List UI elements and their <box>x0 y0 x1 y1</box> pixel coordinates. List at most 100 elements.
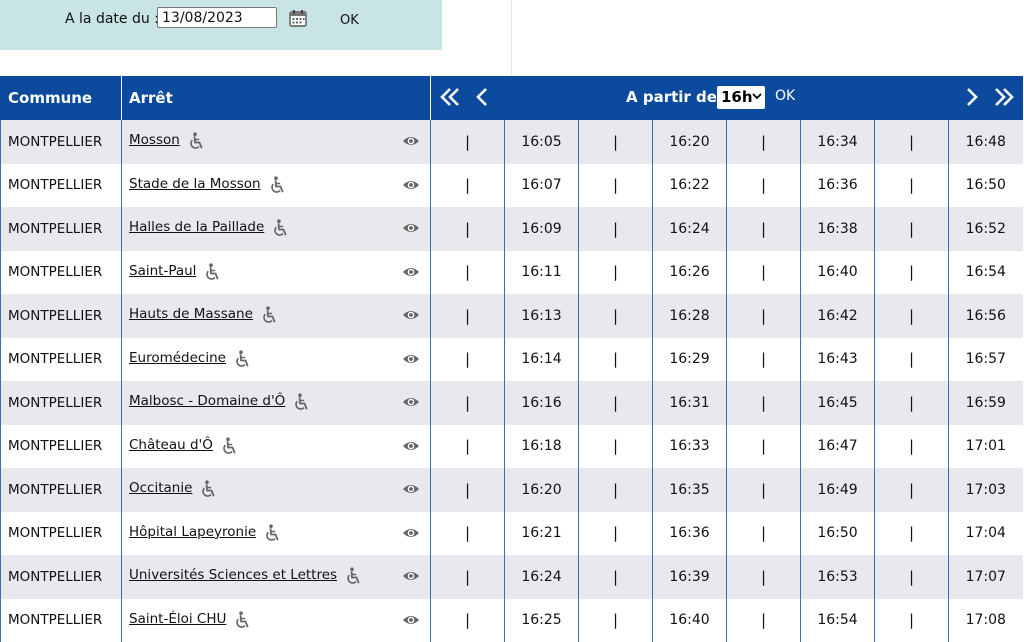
stop-link[interactable]: Mosson <box>129 132 180 148</box>
separator-cell: | <box>875 381 949 425</box>
stop-link[interactable]: Château d'Ô <box>129 437 213 453</box>
wheelchair-accessible-icon <box>292 393 310 411</box>
date-input[interactable] <box>157 7 277 28</box>
separator-cell: | <box>875 207 949 251</box>
stop-link[interactable]: Stade de la Mosson <box>129 176 261 192</box>
eye-icon[interactable] <box>402 482 420 496</box>
stop-link[interactable]: Halles de la Paillade <box>129 219 264 235</box>
commune-cell: MONTPELLIER <box>1 381 122 425</box>
time-cell: 17:04 <box>949 512 1023 556</box>
timetable: Commune Arrêt A partir de : 16h <box>0 76 1023 642</box>
double-chevron-right-icon[interactable] <box>993 86 1015 108</box>
wheelchair-accessible-icon <box>344 567 362 585</box>
eye-icon[interactable] <box>402 134 420 148</box>
double-chevron-left-icon[interactable] <box>439 86 461 108</box>
time-cell: 16:20 <box>505 468 579 512</box>
hour-ok-button[interactable]: OK <box>775 88 795 104</box>
separator-cell: | <box>875 599 949 642</box>
separator-cell: | <box>579 207 653 251</box>
separator-cell: | <box>875 251 949 295</box>
separator-cell: | <box>431 381 505 425</box>
separator-cell: | <box>727 425 801 469</box>
separator-cell: | <box>727 512 801 556</box>
wheelchair-accessible-icon <box>271 219 289 237</box>
stop-cell: Malbosc - Domaine d'Ô <box>122 381 431 425</box>
stop-cell: Saint-Éloi CHU <box>122 599 431 642</box>
separator-cell: | <box>431 599 505 642</box>
wheelchair-accessible-icon <box>187 132 205 150</box>
commune-cell: MONTPELLIER <box>1 599 122 642</box>
separator-cell: | <box>431 207 505 251</box>
chevron-down-icon <box>752 92 762 100</box>
separator-cell: | <box>579 164 653 208</box>
separator-cell: | <box>875 512 949 556</box>
chevron-left-icon[interactable] <box>475 86 489 108</box>
hour-select-value: 16h <box>721 88 753 106</box>
separator-cell: | <box>579 120 653 164</box>
time-cell: 16:21 <box>505 512 579 556</box>
wheelchair-accessible-icon <box>233 350 251 368</box>
time-cell: 16:40 <box>653 599 727 642</box>
eye-icon[interactable] <box>402 265 420 279</box>
eye-icon[interactable] <box>402 439 420 453</box>
separator-cell: | <box>579 338 653 382</box>
eye-icon[interactable] <box>402 352 420 366</box>
stop-cell: Universités Sciences et Lettres <box>122 555 431 599</box>
time-cell: 16:43 <box>801 338 875 382</box>
time-cell: 16:25 <box>505 599 579 642</box>
commune-cell: MONTPELLIER <box>1 251 122 295</box>
time-cell: 16:50 <box>949 164 1023 208</box>
separator-cell: | <box>431 425 505 469</box>
eye-icon[interactable] <box>402 569 420 583</box>
eye-icon[interactable] <box>402 395 420 409</box>
time-cell: 16:42 <box>801 294 875 338</box>
time-cell: 16:18 <box>505 425 579 469</box>
stop-link[interactable]: Hôpital Lapeyronie <box>129 524 256 540</box>
time-cell: 16:39 <box>653 555 727 599</box>
time-cell: 16:38 <box>801 207 875 251</box>
time-cell: 16:24 <box>653 207 727 251</box>
stop-link[interactable]: Saint-Éloi CHU <box>129 611 226 627</box>
chevron-right-icon[interactable] <box>965 86 979 108</box>
stop-link[interactable]: Universités Sciences et Lettres <box>129 567 337 583</box>
time-cell: 16:35 <box>653 468 727 512</box>
time-cell: 16:36 <box>801 164 875 208</box>
stop-link[interactable]: Malbosc - Domaine d'Ô <box>129 393 285 409</box>
eye-icon[interactable] <box>402 613 420 627</box>
separator-cell: | <box>579 599 653 642</box>
stop-link[interactable]: Hauts de Massane <box>129 306 253 322</box>
divider <box>511 0 512 75</box>
header-arret: Arrêt <box>122 76 431 120</box>
time-cell: 16:34 <box>801 120 875 164</box>
commune-cell: MONTPELLIER <box>1 555 122 599</box>
wheelchair-accessible-icon <box>203 263 221 281</box>
a-partir-de-label: A partir de : <box>626 88 728 106</box>
time-cell: 16:11 <box>505 251 579 295</box>
separator-cell: | <box>875 468 949 512</box>
eye-icon[interactable] <box>402 221 420 235</box>
eye-icon[interactable] <box>402 526 420 540</box>
separator-cell: | <box>727 251 801 295</box>
eye-icon[interactable] <box>402 308 420 322</box>
date-ok-button[interactable]: OK <box>340 13 359 28</box>
stop-cell: Saint-Paul <box>122 251 431 295</box>
time-cell: 17:08 <box>949 599 1023 642</box>
separator-cell: | <box>431 164 505 208</box>
stop-link[interactable]: Euromédecine <box>129 350 226 366</box>
eye-icon[interactable] <box>402 178 420 192</box>
stop-link[interactable]: Occitanie <box>129 480 192 496</box>
separator-cell: | <box>579 555 653 599</box>
hour-select[interactable]: 16h <box>717 86 765 109</box>
calendar-icon[interactable] <box>289 9 307 27</box>
stop-link[interactable]: Saint-Paul <box>129 263 196 279</box>
separator-cell: | <box>431 120 505 164</box>
time-cell: 17:03 <box>949 468 1023 512</box>
time-cell: 16:40 <box>801 251 875 295</box>
separator-cell: | <box>875 425 949 469</box>
separator-cell: | <box>727 468 801 512</box>
wheelchair-accessible-icon <box>260 306 278 324</box>
time-cell: 17:01 <box>949 425 1023 469</box>
